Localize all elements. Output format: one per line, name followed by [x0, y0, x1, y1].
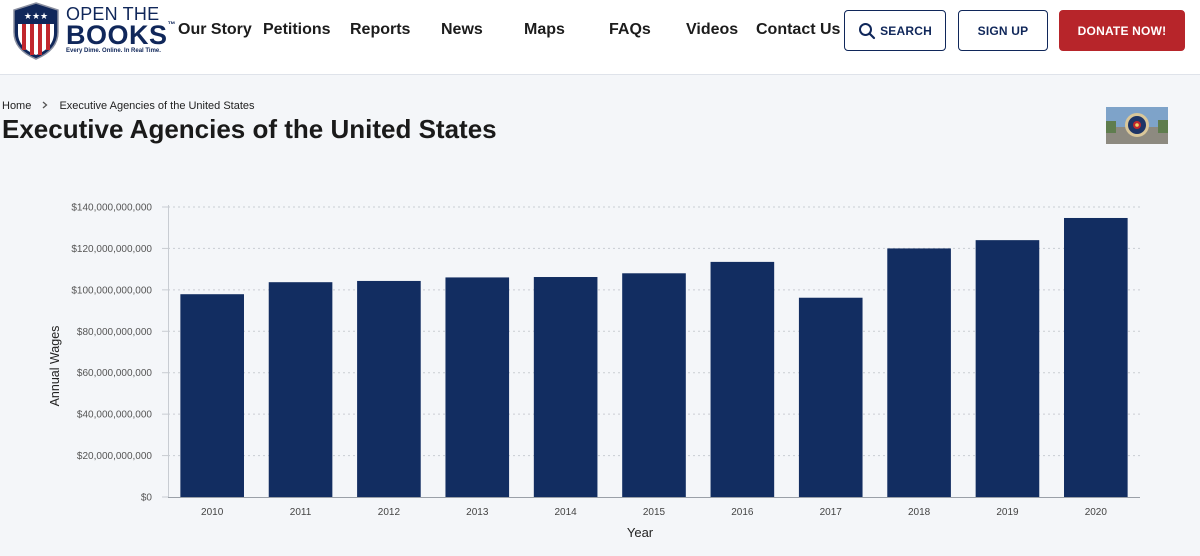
y-tick-label: $100,000,000,000 — [71, 285, 152, 296]
bar-chart-svg: $0 $20,000,000,000 $40,000,000,000 $60,000,… — [48, 203, 1140, 540]
x-axis-ticks: 2010 2011 2012 2013 2014 2015 2016 2017 2018 2019… — [201, 507, 1107, 518]
logo-tagline: Every Dime. Online. In Real Time. — [66, 48, 161, 54]
search-button[interactable]: SEARCH — [844, 10, 946, 51]
nav-contact-us[interactable]: Contact Us — [756, 21, 841, 38]
bar-2016[interactable] — [710, 261, 775, 497]
annual-wages-chart: $0 $20,000,000,000 $40,000,000,000 $60,000,… — [0, 190, 1200, 556]
x-tick-label: 2011 — [290, 507, 312, 518]
x-tick-label: 2013 — [466, 507, 489, 518]
svg-text:★★★: ★★★ — [24, 12, 48, 22]
x-tick-label: 2016 — [731, 507, 754, 518]
page-title: Executive Agencies of the United States — [2, 114, 497, 144]
nav-faqs[interactable]: FAQs — [609, 21, 651, 38]
logo-trademark: ™ — [167, 20, 177, 29]
x-tick-label: 2014 — [555, 507, 578, 518]
x-tick-label: 2017 — [820, 507, 843, 518]
breadcrumb-current: Executive Agencies of the United States — [59, 100, 255, 112]
nav-maps[interactable]: Maps — [524, 21, 565, 38]
x-tick-label: 2019 — [996, 507, 1019, 518]
bars — [180, 217, 1128, 497]
x-tick-label: 2015 — [643, 507, 666, 518]
nav-videos[interactable]: Videos — [686, 21, 739, 38]
x-tick-label: 2018 — [908, 507, 931, 518]
x-tick-label: 2020 — [1085, 507, 1108, 518]
agency-seal-image — [1106, 107, 1168, 144]
x-tick-label: 2012 — [378, 507, 401, 518]
y-axis-label: Annual Wages — [48, 326, 62, 407]
nav-petitions[interactable]: Petitions — [263, 21, 331, 38]
nav-our-story[interactable]: Our Story — [178, 21, 252, 38]
bar-2015[interactable] — [622, 273, 686, 497]
nav-news[interactable]: News — [441, 21, 483, 38]
chevron-right-icon — [42, 101, 48, 112]
bar-2018[interactable] — [887, 248, 951, 497]
bar-2014[interactable] — [533, 277, 598, 497]
search-button-label: SEARCH — [880, 23, 932, 38]
y-tick-label: $60,000,000,000 — [77, 368, 153, 379]
y-tick-label: $80,000,000,000 — [77, 327, 153, 338]
x-tick-label: 2010 — [201, 507, 224, 518]
y-tick-label: $0 — [141, 493, 153, 504]
y-tick-label: $20,000,000,000 — [77, 451, 153, 462]
breadcrumb-home-link[interactable]: Home — [2, 100, 32, 112]
x-axis-label: Year — [627, 525, 654, 540]
site-logo[interactable]: ★★★ OPEN THE BOOKS™ Every Dime. Online. … — [12, 2, 176, 60]
bar-2011[interactable] — [268, 282, 333, 497]
donate-button[interactable]: DONATE NOW! — [1059, 10, 1185, 51]
bar-2020[interactable] — [1064, 217, 1128, 497]
bar-2013[interactable] — [445, 277, 510, 497]
bar-2017[interactable] — [798, 297, 863, 497]
nav-reports[interactable]: Reports — [350, 21, 411, 38]
y-tick-label: $140,000,000,000 — [71, 203, 152, 214]
y-tick-label: $120,000,000,000 — [71, 244, 152, 255]
logo-text-books: BOOKS — [66, 20, 168, 50]
bar-2012[interactable] — [357, 280, 421, 497]
bar-2019[interactable] — [975, 240, 1040, 497]
sign-up-button[interactable]: SIGN UP — [958, 10, 1048, 51]
y-tick-label: $40,000,000,000 — [77, 410, 153, 421]
shield-flag-icon: ★★★ — [13, 2, 59, 60]
logo-text-line2: BOOKS™ — [66, 20, 176, 51]
logo-text-line1: OPEN THE — [66, 4, 160, 24]
y-axis-ticks: $0 $20,000,000,000 $40,000,000,000 $60,000,… — [71, 203, 168, 504]
bar-2010[interactable] — [180, 294, 244, 497]
site-header: ★★★ OPEN THE BOOKS™ Every Dime. Online. … — [0, 0, 1200, 75]
breadcrumb: Home Executive Agencies of the United St… — [2, 100, 255, 112]
search-icon — [859, 22, 876, 39]
